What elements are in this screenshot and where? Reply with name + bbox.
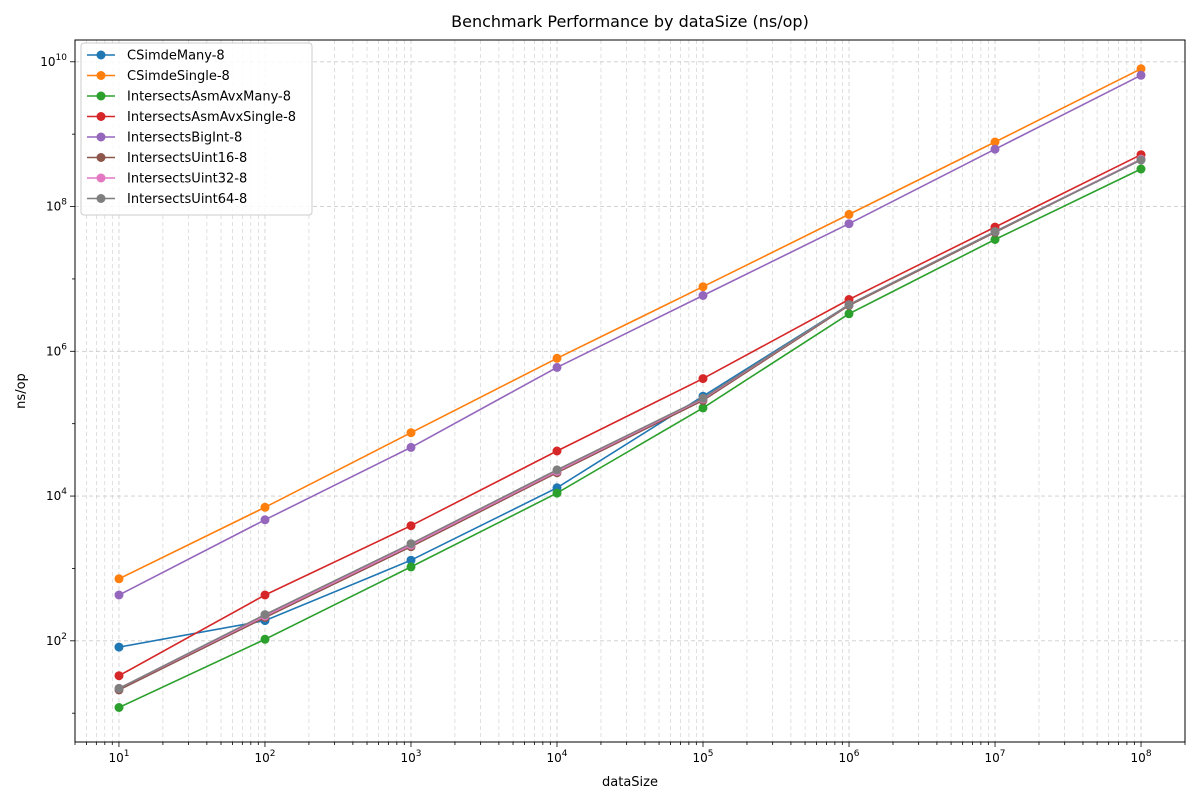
data-point xyxy=(552,488,562,498)
x-tick-label: 107 xyxy=(985,749,1006,765)
legend-item: IntersectsAsmAvxSingle-8 xyxy=(87,110,296,125)
series-7 xyxy=(114,155,1146,693)
series-line xyxy=(118,153,1142,677)
legend: CSimdeMany-8 CSimdeSingle-8 IntersectsAsmA… xyxy=(80,42,313,216)
data-point xyxy=(844,300,854,310)
data-point xyxy=(406,521,416,531)
data-point xyxy=(698,374,708,384)
data-point xyxy=(552,353,562,363)
data-point xyxy=(260,610,270,620)
x-tick-label: 105 xyxy=(692,749,713,765)
series-2 xyxy=(114,164,1146,712)
legend-marker xyxy=(96,132,106,142)
axes: 101 102 103 104 105 106 107 108 102 104 106 108 1010 xyxy=(40,53,1186,765)
legend-item: IntersectsUint16-8 xyxy=(87,151,247,166)
data-point xyxy=(406,562,416,572)
legend-box xyxy=(80,42,313,216)
series-line xyxy=(118,74,1142,596)
legend-item: CSimdeSingle-8 xyxy=(87,69,230,84)
data-point xyxy=(114,574,124,584)
x-tick-label: 106 xyxy=(839,749,860,765)
data-point xyxy=(406,555,416,565)
data-point xyxy=(552,362,562,372)
data-point xyxy=(990,227,1000,237)
data-point xyxy=(406,442,416,452)
series-line xyxy=(118,159,1142,690)
data-point xyxy=(990,137,1000,147)
data-point xyxy=(260,634,270,644)
legend-marker xyxy=(96,91,106,101)
data-point xyxy=(260,502,270,512)
series-line xyxy=(118,168,1142,709)
legend-item: CSimdeMany-8 xyxy=(87,49,225,64)
legend-item: IntersectsBigInt-8 xyxy=(87,131,242,146)
y-tick-label: 1010 xyxy=(40,53,67,69)
data-point xyxy=(114,590,124,600)
data-point xyxy=(990,144,1000,154)
data-point xyxy=(1136,164,1146,174)
data-point xyxy=(1136,70,1146,80)
x-tick-label: 108 xyxy=(1131,749,1152,765)
data-point xyxy=(406,539,416,549)
series-line xyxy=(118,68,1142,580)
data-point xyxy=(1136,64,1146,74)
data-point xyxy=(114,642,124,652)
legend-label: IntersectsAsmAvxMany-8 xyxy=(127,90,291,105)
data-point xyxy=(114,703,124,712)
legend-label: IntersectsBigInt-8 xyxy=(127,131,242,146)
y-tick-label: 104 xyxy=(46,487,67,503)
data-point xyxy=(990,235,1000,244)
x-tick-label: 102 xyxy=(254,749,275,765)
legend-label: CSimdeMany-8 xyxy=(127,49,225,64)
y-tick-label: 102 xyxy=(46,632,67,648)
legend-marker xyxy=(96,71,106,80)
legend-label: IntersectsUint32-8 xyxy=(127,172,247,187)
legend-label: IntersectsUint64-8 xyxy=(127,192,247,207)
data-point xyxy=(260,515,270,525)
chart-title: Benchmark Performance by dataSize (ns/op… xyxy=(451,12,809,31)
y-axis-label: ns/op xyxy=(14,373,29,409)
data-point xyxy=(114,671,124,681)
series-4 xyxy=(114,70,1146,600)
data-point xyxy=(698,403,708,413)
data-point xyxy=(698,393,708,403)
data-point xyxy=(406,428,416,438)
data-point xyxy=(552,465,562,475)
y-tick-label: 108 xyxy=(46,198,67,214)
series-line xyxy=(118,158,1142,690)
data-point xyxy=(260,590,270,600)
legend-label: CSimdeSingle-8 xyxy=(127,69,230,84)
series-3 xyxy=(114,150,1146,681)
x-tick-label: 101 xyxy=(108,749,129,765)
data-point xyxy=(844,209,854,219)
x-tick-label: 104 xyxy=(546,749,567,765)
data-point xyxy=(844,219,854,229)
data-point xyxy=(698,282,708,292)
legend-marker xyxy=(96,50,106,60)
series-line xyxy=(118,158,1142,648)
legend-marker xyxy=(96,173,106,183)
y-tick-label: 106 xyxy=(46,342,67,358)
data-point xyxy=(698,291,708,300)
legend-label: IntersectsAsmAvxSingle-8 xyxy=(127,110,296,125)
legend-marker xyxy=(96,194,106,203)
legend-item: IntersectsUint64-8 xyxy=(87,192,247,207)
legend-label: IntersectsUint16-8 xyxy=(127,151,247,166)
legend-item: IntersectsAsmAvxMany-8 xyxy=(87,90,291,105)
plot-frame xyxy=(74,39,1186,743)
data-point xyxy=(1136,155,1146,165)
legend-marker xyxy=(96,112,106,121)
data-point xyxy=(844,309,854,319)
data-point xyxy=(552,446,562,456)
series-1 xyxy=(114,64,1146,584)
legend-item: IntersectsUint32-8 xyxy=(87,172,247,187)
x-tick-label: 103 xyxy=(400,749,421,765)
legend-marker xyxy=(96,153,106,162)
x-axis-label: dataSize xyxy=(602,775,658,790)
data-point xyxy=(114,683,124,693)
series-layer xyxy=(114,64,1146,712)
